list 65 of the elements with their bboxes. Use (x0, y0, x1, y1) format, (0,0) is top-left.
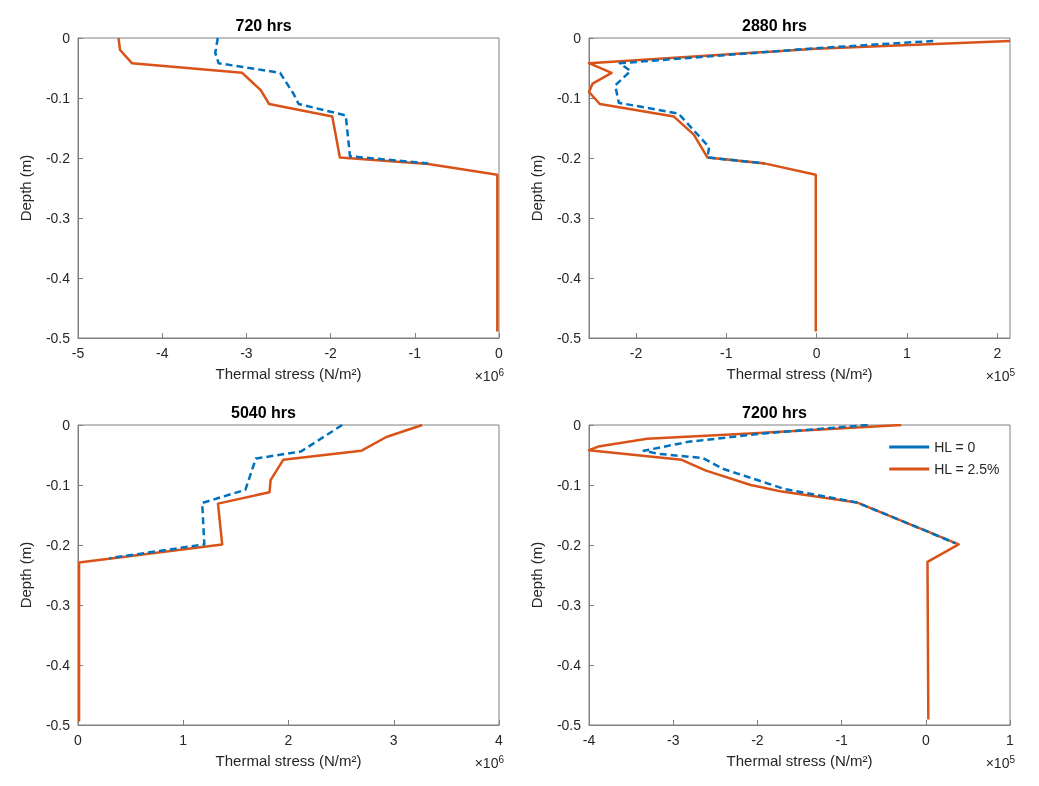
y-tick-label: -0.3 (556, 210, 582, 226)
x-tick-label: -2 (751, 732, 764, 748)
y-tick-label: -0.3 (45, 210, 71, 226)
y-axis-title: Depth (m) (528, 541, 545, 609)
y-tick-label: -0.2 (45, 537, 71, 553)
y-tick-label: -0.5 (45, 717, 71, 733)
chart-title: 720 hrs (235, 16, 292, 34)
x-axis-title: Thermal stress (N/m²) (215, 365, 362, 382)
chart-title: 2880 hrs (742, 16, 808, 34)
y-tick-label: 0 (62, 30, 71, 46)
x-tick-label: 1 (903, 345, 912, 361)
y-tick-label: -0.4 (45, 270, 71, 286)
y-tick-label: -0.1 (556, 477, 582, 493)
y-tick-label: -0.2 (556, 150, 582, 166)
y-tick-label: -0.1 (45, 90, 71, 106)
legend-label: HL = 2.5% (934, 461, 1000, 477)
x-tick-label: 4 (495, 732, 504, 748)
y-axis-title: Depth (m) (528, 154, 545, 222)
y-tick-label: -0.3 (556, 597, 582, 613)
y-tick-label: -0.4 (45, 657, 71, 673)
x-axis-title: Thermal stress (N/m²) (726, 365, 873, 382)
x-tick-label: 1 (1006, 732, 1015, 748)
x-tick-label: 0 (495, 345, 504, 361)
chart-title: 5040 hrs (231, 403, 297, 421)
y-tick-label: -0.5 (556, 330, 582, 346)
y-tick-label: -0.4 (556, 657, 582, 673)
x-tick-label: 1 (179, 732, 188, 748)
y-tick-label: 0 (573, 417, 582, 433)
x-tick-label: -5 (71, 345, 85, 361)
x-tick-label: -2 (324, 345, 338, 361)
legend-label: HL = 0 (934, 439, 976, 455)
line-series (642, 423, 957, 545)
y-tick-label: -0.5 (45, 330, 71, 346)
line-series (108, 423, 344, 560)
y-tick-label: -0.1 (556, 90, 582, 106)
x-tick-label: 0 (812, 345, 821, 361)
line-series (214, 36, 430, 165)
line-series (117, 36, 499, 333)
y-tick-label: -0.2 (45, 150, 71, 166)
y-tick-label: -0.5 (556, 717, 582, 733)
x-tick-label: -1 (408, 345, 422, 361)
x-axis-title: Thermal stress (N/m²) (215, 752, 362, 769)
y-tick-label: 0 (573, 30, 582, 46)
y-tick-label: 0 (62, 417, 71, 433)
y-axis-title: Depth (m) (17, 154, 34, 222)
x-tick-label: -4 (155, 345, 169, 361)
chart-title: 7200 hrs (742, 403, 808, 421)
y-tick-label: -0.3 (45, 597, 71, 613)
y-tick-label: -0.4 (556, 270, 582, 286)
x-tick-label: -2 (629, 345, 643, 361)
x-tick-label: 0 (921, 732, 930, 748)
x-tick-label: 2 (284, 732, 293, 748)
x-tick-label: -4 (582, 732, 596, 748)
x-tick-label: -3 (240, 345, 253, 361)
line-series (613, 39, 935, 165)
y-axis-title: Depth (m) (17, 541, 34, 609)
x-tick-label: -3 (666, 732, 680, 748)
y-tick-label: -0.2 (556, 537, 582, 553)
x-axis-title: Thermal stress (N/m²) (726, 752, 873, 769)
x-tick-label: -1 (835, 732, 849, 748)
y-tick-label: -0.1 (45, 477, 71, 493)
x-tick-label: 2 (993, 345, 1002, 361)
x-tick-label: -1 (720, 345, 733, 361)
x-tick-label: 3 (389, 732, 398, 748)
x-tick-label: 0 (74, 732, 83, 748)
